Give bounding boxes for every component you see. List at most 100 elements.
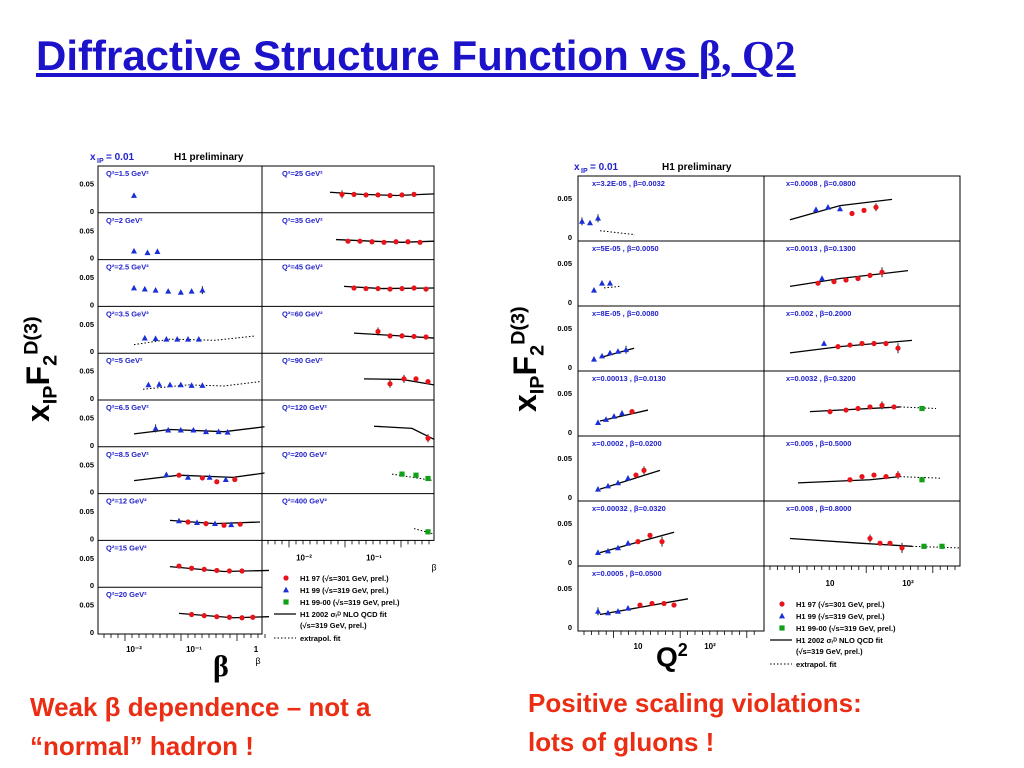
panel-label-x-beta: x=0.0013 , β=0.1300 xyxy=(786,244,856,253)
marker-h1-99 xyxy=(203,428,209,435)
marker-h1-97 xyxy=(239,615,245,621)
legend-entry: H1 2002 σᵣᴰ NLO QCD fit xyxy=(300,610,387,619)
legend-entry: H1 99-00 (√s=319 GeV, prel.) xyxy=(300,598,400,607)
marker-h1-99 xyxy=(163,471,170,478)
qcd-fit-curve xyxy=(789,270,909,287)
x-tick-label: 10² xyxy=(704,642,716,651)
x-tick-label: 10 xyxy=(826,579,835,588)
marker-h1-99 xyxy=(212,520,218,527)
marker-h1-99 xyxy=(603,416,609,422)
panel-label-x-beta: x=0.0032 , β=0.3200 xyxy=(786,374,856,383)
marker-h1-99-00 xyxy=(919,477,925,483)
marker-h1-97 xyxy=(779,601,785,607)
marker-h1-99-00 xyxy=(425,529,431,535)
legend-entry: (√s=319 GeV, prel.) xyxy=(796,647,863,656)
marker-h1-97 xyxy=(201,566,207,572)
marker-h1-97 xyxy=(867,272,873,278)
marker-h1-99 xyxy=(176,517,182,524)
marker-h1-99 xyxy=(145,381,152,388)
marker-h1-97 xyxy=(387,286,393,292)
y-tick-label-005: 0.05 xyxy=(557,194,572,203)
marker-h1-97 xyxy=(413,376,419,382)
y-tick-label-zero: 0 xyxy=(90,581,94,590)
marker-h1-97 xyxy=(843,407,849,413)
header-xip-sub: IP xyxy=(97,158,104,165)
marker-h1-99 xyxy=(152,425,159,431)
marker-h1-99 xyxy=(165,288,172,294)
marker-h1-99 xyxy=(605,547,611,554)
marker-h1-99 xyxy=(607,349,613,356)
qcd-fit-curve xyxy=(809,406,901,413)
marker-h1-97 xyxy=(871,472,877,478)
marker-h1-97 xyxy=(855,275,861,282)
panel-label-q2: Q²=400 GeV² xyxy=(282,497,327,506)
marker-h1-99 xyxy=(837,205,843,212)
panel-label-x-beta: x=5E-05 , β=0.0050 xyxy=(592,244,659,253)
marker-h1-97 xyxy=(375,328,381,335)
marker-h1-99 xyxy=(194,519,200,525)
marker-h1-99-00 xyxy=(919,405,925,412)
marker-h1-97 xyxy=(411,191,417,197)
x-tick-label: 10² xyxy=(902,579,914,588)
marker-h1-99 xyxy=(625,605,631,611)
marker-h1-97 xyxy=(401,376,407,382)
marker-h1-99 xyxy=(587,219,593,226)
marker-h1-97 xyxy=(859,474,865,480)
marker-h1-97 xyxy=(637,602,643,608)
panel-label-x-beta: x=0.00013 , β=0.0130 xyxy=(592,374,666,383)
marker-h1-99 xyxy=(177,289,184,295)
y-tick-label-005: 0.05 xyxy=(79,320,94,329)
marker-h1-99 xyxy=(185,474,191,480)
marker-h1-97 xyxy=(203,521,209,527)
marker-h1-97 xyxy=(399,192,405,198)
qcd-fit-curve xyxy=(797,475,901,484)
panel-label-q2: Q²=5 GeV² xyxy=(106,356,143,365)
extrapolated-fit-curve xyxy=(911,545,961,549)
panel-label-x-beta: x=3.2E-05 , β=0.0032 xyxy=(592,179,665,188)
panel-label-q2: Q²=60 GeV² xyxy=(282,309,323,318)
marker-h1-97 xyxy=(847,477,853,483)
marker-h1-97 xyxy=(417,239,423,245)
panel-label-x-beta: x=8E-05 , β=0.0080 xyxy=(592,309,659,318)
caption-scaling-violations: Positive scaling violations: lots of glu… xyxy=(528,688,862,757)
left-figure-beta-dependence: x IP = 0.01 H1 preliminary Q²=1.5 GeV² 0 0.05… xyxy=(79,152,436,666)
panel-label-q2: Q²=2 GeV² xyxy=(106,216,143,225)
marker-h1-97 xyxy=(659,539,665,545)
marker-h1-97 xyxy=(387,333,393,339)
marker-h1-99 xyxy=(163,335,170,342)
marker-h1-99 xyxy=(188,382,195,388)
header-xip: x xyxy=(574,162,580,173)
marker-h1-99 xyxy=(819,275,825,281)
marker-h1-97 xyxy=(399,333,405,339)
marker-h1-99-00 xyxy=(413,472,419,478)
marker-h1-97 xyxy=(185,519,191,525)
extrapolated-fit-curve xyxy=(413,528,435,535)
right-figure-q2-dependence: x IP = 0.01 H1 preliminary x=3.2E-05 , β=0.… xyxy=(557,162,961,669)
marker-h1-99 xyxy=(131,192,137,198)
marker-h1-97 xyxy=(176,472,182,478)
marker-h1-97 xyxy=(221,522,227,528)
marker-h1-97 xyxy=(393,239,399,245)
marker-h1-99 xyxy=(141,334,148,341)
marker-h1-97 xyxy=(387,381,393,387)
y-tick-label-zero: 0 xyxy=(90,300,94,309)
slide-title: Diffractive Structure Function vs β, Q2 xyxy=(36,32,796,80)
marker-h1-99-00 xyxy=(779,625,785,631)
y-tick-label-005: 0.05 xyxy=(79,367,94,376)
caption-weak-beta: Weak β dependence – not a “normal” hadro… xyxy=(30,692,371,761)
y-tick-label-zero: 0 xyxy=(568,558,572,567)
marker-h1-97 xyxy=(239,568,245,574)
panel-label-q2: Q²=35 GeV² xyxy=(282,216,323,225)
y-tick-label-zero: 0 xyxy=(90,534,94,543)
panel-label-q2: Q²=8.5 GeV² xyxy=(106,450,149,459)
marker-h1-99 xyxy=(228,521,235,528)
legend-entry: extrapol. fit xyxy=(300,634,341,643)
marker-h1-99 xyxy=(152,335,159,342)
marker-h1-97 xyxy=(879,402,885,408)
marker-h1-97 xyxy=(895,345,901,351)
marker-h1-99 xyxy=(283,586,289,593)
legend-entry: extrapol. fit xyxy=(796,660,837,669)
qcd-fit-curve xyxy=(789,537,913,547)
legend-entry: H1 99 (√s=319 GeV, prel.) xyxy=(300,586,389,595)
marker-h1-99 xyxy=(615,544,621,551)
